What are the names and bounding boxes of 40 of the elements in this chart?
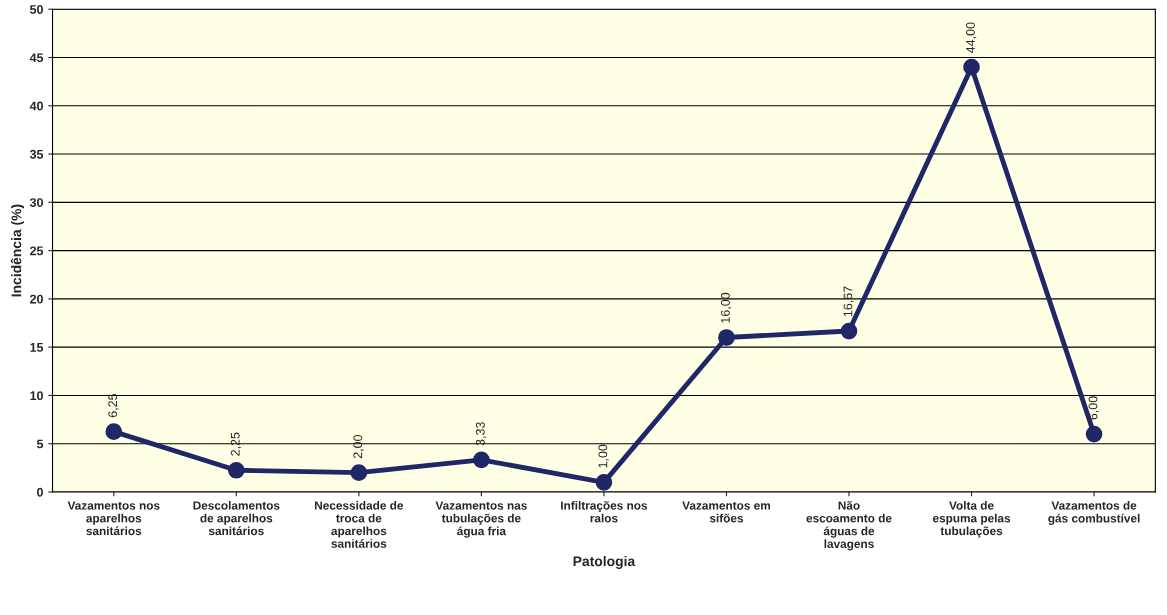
point <box>105 423 123 440</box>
data-label: 6,00 <box>1088 396 1099 420</box>
data-label: 1,00 <box>598 444 609 468</box>
x-tick-label: Vazamentos de gás combustível <box>1048 501 1140 525</box>
data-label: 6,25 <box>108 393 119 418</box>
y-tick-label: 40 <box>29 101 43 111</box>
y-tick-label: 35 <box>29 149 44 159</box>
x-tick-label: Vazamentos nos aparelhos sanitários <box>67 501 160 536</box>
y-tick-label: 15 <box>30 343 44 352</box>
y-tick-label: 5 <box>36 439 44 449</box>
y-axis-title: Incidência (%) <box>10 204 25 297</box>
x-axis-title: Patologia <box>573 555 636 569</box>
point <box>963 58 980 76</box>
y-tick-label: 0 <box>37 487 43 497</box>
y-tick-label: 30 <box>29 198 43 207</box>
y-tick-label: 20 <box>30 294 43 304</box>
data-label: 2,25 <box>230 432 242 456</box>
x-tick-label: Descolamentos de aparelhos sanitários <box>193 501 280 536</box>
point <box>1085 425 1103 443</box>
y-tick-label: 45 <box>29 53 44 63</box>
data-label: 16,67 <box>843 286 854 317</box>
point <box>227 461 245 479</box>
data-label: 16,00 <box>720 292 732 323</box>
x-tick-label: Necessidade de troca de aparelhos sanitários <box>315 501 404 548</box>
point <box>350 464 368 482</box>
point <box>718 329 735 346</box>
x-tick-label: Infiltrações nos ralos <box>561 501 648 523</box>
data-label: 3,33 <box>475 422 487 446</box>
x-tick-label: Vazamentos nas tubulações de água fria <box>435 501 527 538</box>
point <box>595 474 613 491</box>
point <box>473 451 490 469</box>
x-tick-label: Não escoamento de águas de lavagens <box>806 501 892 551</box>
point <box>840 322 858 340</box>
y-tick-label: 25 <box>30 246 44 256</box>
data-label: 44,00 <box>966 22 977 53</box>
y-tick-label: 10 <box>30 391 43 401</box>
x-tick-label: Volta de espuma pelas tubulações <box>932 501 1011 538</box>
y-tick-label: 50 <box>29 5 43 14</box>
x-tick-label: Vazamentos em sifões <box>682 501 771 523</box>
data-label: 2,00 <box>353 434 364 459</box>
